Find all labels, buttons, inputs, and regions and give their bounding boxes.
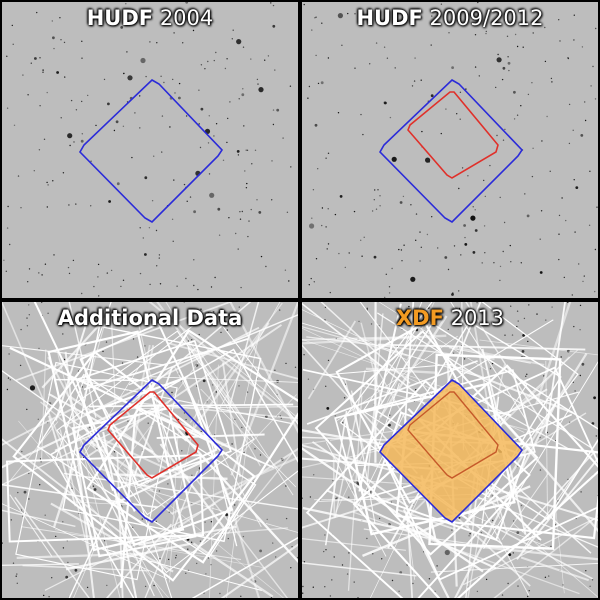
outline-2009 (407, 91, 499, 179)
outline-layer (379, 79, 524, 223)
panel-additional-data: Additional Data (2, 302, 298, 598)
exposure-footprints (2, 302, 298, 598)
star-field (303, 2, 598, 298)
panel-title: Additional Data (57, 306, 243, 330)
xdf-region (379, 379, 524, 523)
panel-xdf-2013: XDF 2013 (302, 302, 598, 598)
outline-layer (79, 379, 224, 523)
outline-2004 (79, 79, 224, 223)
panel-title: HUDF 2009/2012 (356, 6, 544, 30)
outline-2009 (407, 391, 499, 479)
panel-hudf-2009-2012: HUDF 2009/2012 (302, 2, 598, 298)
outline-2004 (79, 379, 224, 523)
outline-2009 (107, 391, 199, 479)
panel-title: XDF 2013 (395, 306, 505, 330)
outline-2004 (379, 79, 524, 223)
outline-layer (379, 379, 524, 523)
panel-hudf-2004: HUDF 2004 (2, 2, 298, 298)
panel-title: HUDF 2004 (86, 6, 214, 30)
star-field (3, 2, 292, 297)
outline-layer (79, 79, 224, 223)
